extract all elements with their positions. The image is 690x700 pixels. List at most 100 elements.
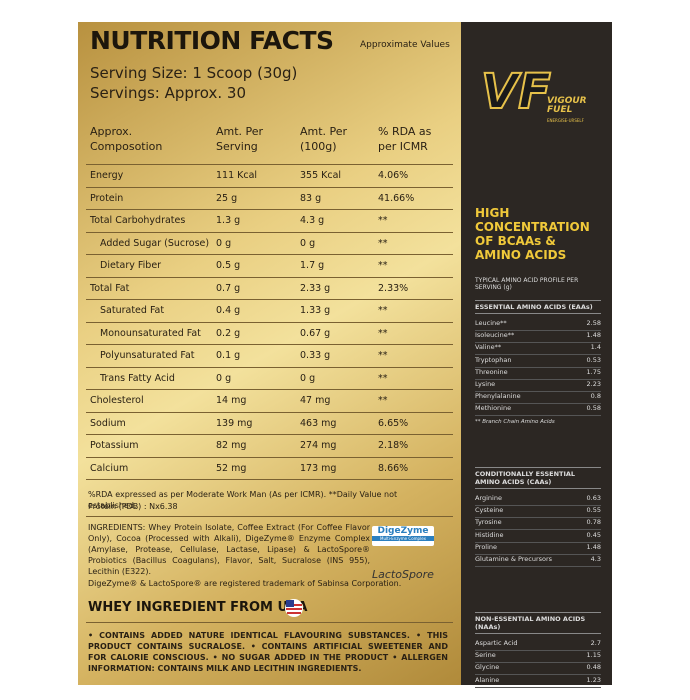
amino-row: Proline 1.48 [475,542,601,555]
rule [86,434,453,435]
rule [86,321,453,323]
cell-value: 0.33 g [300,350,331,361]
amino-name: Glutamine & Precursors [475,555,553,563]
ingredients: INGREDIENTS: Whey Protein Isolate, Coffe… [88,523,370,576]
cell-value: 0 g [300,372,316,384]
rule [86,389,453,390]
cell-value: ** [378,350,388,361]
cell-value: 6.65% [378,417,409,429]
amino-name: Serine [475,651,496,660]
warnings: • CONTAINS ADDED NATURE IDENTICAL FLAVOU… [88,631,448,673]
cell-value: 0 g [300,237,316,249]
amino-value: 1.48 [586,331,601,340]
cell-label: Polyunsaturated Fat [100,350,195,361]
amino-row: Isoleucine** 1.48 [475,330,601,344]
cell-value: 4.06% [378,170,409,181]
amino-name: Glycine [475,663,500,672]
cell-label: Cholesterol [90,395,144,406]
amino-row: Leucine** 2.58 [475,318,601,331]
cell-value: 139 mg [216,417,253,429]
amino-value: 0.45 [586,530,601,539]
amino-row: Serine 1.15 [475,650,601,664]
amino-row: Glycine 0.48 [475,662,601,676]
cell-label: Total Fat [90,282,130,294]
amino-name: Tryptophan [475,355,512,364]
badge-text: DigeZyme [377,526,429,536]
rule [86,299,453,300]
cell-value: 83 g [300,192,322,204]
amino-row: Valine** 1.4 [475,342,601,356]
amino-name: Arginine [475,494,502,502]
amino-row: Tryptophan 0.53 [475,355,601,368]
rule [86,164,453,165]
profile: TYPICAL AMINO ACID PROFILE PER SERVING (… [475,277,579,291]
footnote: %RDA expressed as per Moderate Work Man … [88,490,398,510]
cell-value: 4.3 g [300,215,325,226]
us-flag [285,599,303,617]
nutrition-panel: NUTRITION FACTS Approximate Values Servi… [78,22,461,685]
amino-row: Aspartic Acid 2.7 [475,638,601,651]
column-header: Amt. Per (100g) [300,125,348,153]
cell-value: 1.7 g [300,260,325,271]
cell-value: ** [378,395,388,406]
cell-value: 463 mg [300,417,337,429]
logo: VF [480,63,552,121]
amino-value: 4.3 [590,555,601,563]
amino-name: Proline [475,542,498,551]
cell-value: 25 g [216,192,238,204]
amino-name: Valine** [475,343,502,352]
amino-value: 0.48 [586,663,601,672]
amino-row: Methionine 0.58 [475,403,601,417]
cell-value: ** [378,215,388,226]
amino-row: Lysine 2.23 [475,379,601,392]
amino-name: Isoleucine** [475,331,515,340]
cell-value: 0 g [216,237,232,249]
amino-row: Phenylalanine 0.8 [475,391,601,405]
amino-value: 1.23 [586,675,601,684]
cell-value: 2.33% [378,282,409,294]
rule [86,209,453,210]
amino-row: Arginine 0.63 [475,493,601,506]
rule [86,479,453,480]
amino-row: Glutamine & Precursors 4.3 [475,554,601,567]
amino-name: Phenylalanine [475,392,521,401]
cell-value: 111 Kcal [216,170,258,181]
cell-value: 0 g [216,372,232,384]
footnote: Protein (PDB) : Nx6.38 [88,502,178,511]
cell-value: ** [378,372,388,384]
cell-label: Sodium [90,417,126,429]
cell-value: 0.2 g [216,327,241,339]
amino-value: 0.53 [586,355,601,364]
amino-name: Threonine [475,367,508,376]
origin: WHEY INGREDIENT FROM USA [88,600,308,615]
amino-value: 1.15 [586,651,601,660]
amino-value: 2.58 [586,319,601,327]
serving-size: Serving Size: 1 Scoop (30g) [90,64,298,82]
amino-row: Threonine 1.75 [475,367,601,380]
cell-value: 0.7 g [216,282,241,294]
brand-name: VIGOUR FUEL [547,96,587,115]
amino-name: Cysteine [475,506,504,515]
cell-value: 41.66% [378,192,415,204]
amino-panel: VF VIGOUR FUEL ENERGISE-URSELF HIGH CONC… [461,22,612,688]
cell-label: Total Carbohydrates [90,215,186,226]
cell-label: Monounsaturated Fat [100,327,201,339]
amino-value: 1.4 [590,343,601,352]
heading: HIGH CONCENTRATION OF BCAAs & AMINO ACID… [475,206,590,262]
amino-value: 0.8 [590,392,601,401]
cell-label: Dietary Fiber [100,260,162,271]
amino-value: 2.7 [590,639,601,647]
amino-row: Cysteine 0.55 [475,505,601,519]
badge-sub: Multi-Enzyme Complex [372,536,434,541]
cell-value: 2.18% [378,440,409,451]
tagline: ENERGISE-URSELF [547,118,584,123]
rule [86,276,453,278]
trademark: DigeZyme® & LactoSpore® are registered t… [88,579,402,588]
cell-value: 52 mg [216,462,247,474]
note: Approximate Values [360,40,450,50]
amino-value: 2.23 [586,380,601,388]
amino-value: 1.75 [586,367,601,376]
amino-name: Leucine** [475,319,507,327]
cell-label: Energy [90,170,124,181]
